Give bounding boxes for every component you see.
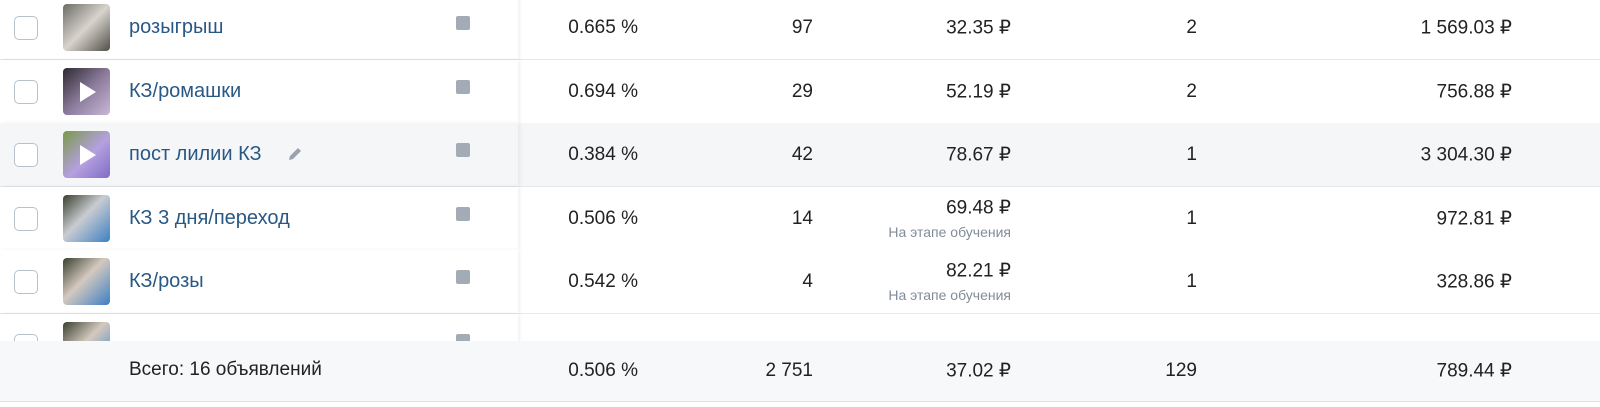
- row-sticky-part: розыгрыш: [0, 0, 518, 59]
- conversions-cell: 1: [1186, 207, 1197, 229]
- count-cell: 4: [802, 271, 813, 292]
- status-indicator: [456, 16, 470, 30]
- count-cell: 29: [791, 80, 813, 102]
- cost-cell: 3 304.30 ₽: [1420, 144, 1512, 166]
- ad-thumbnail: [63, 131, 110, 178]
- row-sticky-part: пост лилии КЗ: [0, 123, 518, 186]
- ctr-cell: 0.384 %: [568, 144, 638, 165]
- price-cell: 37.02 ₽: [946, 360, 1011, 382]
- edit-icon[interactable]: [287, 146, 303, 162]
- table-row[interactable]: пост лилии КЗ 0.384 % 42 78.67 ₽ 1 3 304.30 ₽: [0, 123, 1600, 187]
- footer-label: Всего: 16 объявлений: [129, 359, 322, 380]
- count-cell: 14: [791, 207, 813, 229]
- ad-name[interactable]: пост лилии КЗ: [129, 143, 262, 165]
- table-row[interactable]: КЗ/розы 0.542 % 4 На этапе обучения 82.21 ₽ 1…: [0, 250, 1600, 314]
- ad-thumbnail: [63, 258, 110, 305]
- ad-thumbnail: [63, 67, 110, 115]
- ctr-cell: 0.506 %: [568, 360, 638, 381]
- price-cell: 78.67 ₽: [946, 144, 1011, 166]
- status-indicator: [456, 206, 470, 221]
- play-icon: [80, 145, 96, 165]
- price-cell: 32.35 ₽: [946, 17, 1011, 39]
- ctr-cell: 0.665 %: [568, 17, 638, 38]
- row-checkbox[interactable]: [14, 16, 38, 40]
- conversions-cell: 129: [1165, 360, 1197, 381]
- ctr-cell: 0.506 %: [568, 207, 638, 229]
- cost-cell: 756.88 ₽: [1436, 81, 1512, 102]
- conversions-cell: 1: [1186, 144, 1197, 165]
- price-cell: 82.21 ₽: [946, 260, 1011, 282]
- status-indicator: [456, 79, 470, 94]
- count-cell: 2 751: [765, 360, 813, 381]
- row-sticky-part: КЗ/ромашки: [0, 59, 518, 123]
- cost-cell: 972.81 ₽: [1436, 208, 1512, 229]
- cost-cell: 789.44 ₽: [1436, 360, 1512, 382]
- ad-thumbnail: [63, 194, 110, 242]
- row-checkbox[interactable]: [14, 270, 38, 294]
- cost-cell: 1 569.03 ₽: [1420, 17, 1512, 39]
- ad-name[interactable]: розыгрыш: [129, 16, 224, 38]
- row-checkbox[interactable]: [14, 206, 38, 231]
- price-cell: 69.48 ₽: [946, 197, 1011, 218]
- table-row[interactable]: КЗ/ромашки 0.694 % 29 52.19 ₽ 2 756.88 ₽: [0, 59, 1600, 124]
- status-indicator: [456, 143, 470, 157]
- row-checkbox[interactable]: [14, 143, 38, 167]
- ad-name[interactable]: КЗ 3 дня/переход: [129, 206, 290, 229]
- row-checkbox[interactable]: [14, 79, 38, 104]
- count-cell: 42: [791, 144, 813, 165]
- price-cell: 52.19 ₽: [946, 81, 1011, 102]
- ad-thumbnail: [63, 4, 110, 51]
- ctr-cell: 0.542 %: [568, 271, 638, 292]
- table-row[interactable]: КЗ 3 дня/переход 0.506 % 14 На этапе обучен…: [0, 186, 1600, 251]
- conversions-cell: 1: [1186, 271, 1197, 292]
- price-note: На этапе обучения: [888, 223, 1011, 240]
- table-footer: Всего: 16 объявлений 0.506 % 2 751 37.02 ₽ 1…: [0, 341, 1600, 402]
- status-indicator: [456, 270, 470, 284]
- table-row[interactable]: розыгрыш 0.665 % 97 32.35 ₽ 2 1 569.03 ₽: [0, 0, 1600, 60]
- conversions-cell: 2: [1186, 80, 1197, 102]
- ctr-cell: 0.694 %: [568, 80, 638, 102]
- play-icon: [80, 81, 96, 102]
- count-cell: 97: [791, 17, 813, 38]
- conversions-cell: 2: [1186, 17, 1197, 38]
- ad-name[interactable]: КЗ/розы: [129, 270, 204, 292]
- price-note: На этапе обучения: [888, 287, 1011, 303]
- row-sticky-part: КЗ 3 дня/переход: [0, 186, 518, 250]
- ad-name[interactable]: КЗ/ромашки: [129, 79, 242, 102]
- row-sticky-part: КЗ/розы: [0, 250, 518, 313]
- cost-cell: 328.86 ₽: [1436, 271, 1512, 293]
